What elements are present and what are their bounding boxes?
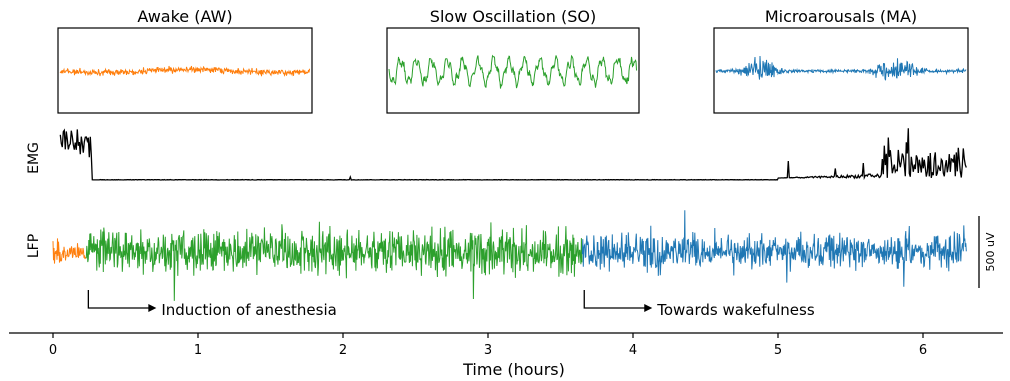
inset-title-awake: Awake (AW) — [137, 7, 232, 26]
inset-title-microarousals: Microarousals (MA) — [765, 7, 917, 26]
annotation-induction: Induction of anesthesia — [161, 301, 336, 319]
x-axis-ticks: 0 1 2 3 4 5 6 — [49, 333, 927, 358]
inset-trace-awake — [59, 65, 310, 77]
annotation-wakefulness: Towards wakefulness — [656, 301, 815, 319]
inset-trace-slow-oscillation — [388, 54, 638, 89]
row-label-lfp: LFP — [26, 234, 42, 258]
annotation-arrow-induction — [87, 290, 151, 309]
lfp-trace-microarousals — [581, 210, 967, 287]
inset-frame-awake — [57, 27, 313, 114]
scale-bar-label: 500 uV — [984, 232, 997, 271]
annotations: Induction of anesthesia Towards wakefuln… — [87, 290, 815, 319]
x-tick-label: 3 — [484, 343, 492, 358]
x-tick-label: 6 — [919, 343, 927, 358]
inset-title-slow-oscillation: Slow Oscillation (SO) — [430, 7, 596, 26]
inset-trace-microarousals — [715, 55, 967, 81]
lfp-trace-slow-oscillation — [85, 221, 583, 301]
x-tick-label: 4 — [629, 343, 637, 358]
x-tick-label: 2 — [339, 343, 347, 358]
x-tick-label: 5 — [774, 343, 782, 358]
row-label-emg: EMG — [26, 142, 42, 174]
inset-frame-microarousals — [713, 27, 969, 114]
annotation-arrow-wakefulness — [583, 290, 647, 309]
x-tick-label: 0 — [49, 343, 57, 358]
annotation-arrowhead-wakefulness — [644, 304, 653, 312]
emg-trace — [59, 128, 967, 181]
x-tick-label: 1 — [194, 343, 202, 358]
inset-frame-slow-oscillation — [386, 27, 640, 114]
x-axis-title: Time (hours) — [462, 360, 565, 379]
annotation-arrowhead-induction — [148, 304, 157, 312]
lfp-trace-awake — [52, 238, 86, 264]
